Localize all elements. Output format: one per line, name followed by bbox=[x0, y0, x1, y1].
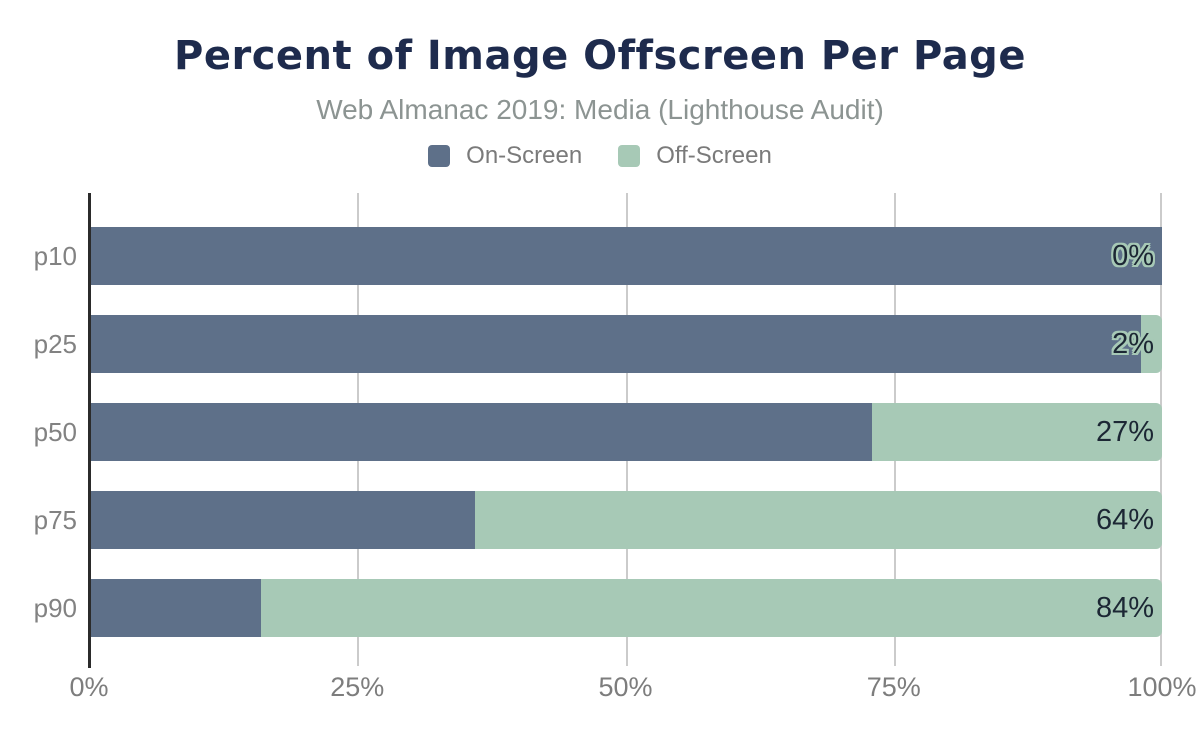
y-tick-label-p10: p10 bbox=[33, 241, 77, 271]
plot-bars: 0% 2% 27% 64% 84% bbox=[89, 193, 1162, 637]
bar-value-label: 0% bbox=[1112, 240, 1154, 272]
x-tick-label: 50% bbox=[598, 672, 653, 702]
y-tick-label-p25: p25 bbox=[33, 329, 77, 359]
bar-row-p25: 2% bbox=[89, 315, 1162, 373]
bar-row-p75: 64% bbox=[89, 491, 1162, 549]
y-tick-label-p90: p90 bbox=[33, 593, 77, 623]
bar-segment-onscreen bbox=[89, 403, 873, 461]
y-tick-label-p75: p75 bbox=[33, 505, 77, 535]
bar-segment-onscreen bbox=[89, 227, 1162, 285]
bar-segment-onscreen bbox=[89, 315, 1141, 373]
onscreen-swatch-icon bbox=[428, 145, 451, 167]
bar-value-label: 27% bbox=[1095, 416, 1154, 448]
legend-item-onscreen: On-Screen bbox=[428, 142, 582, 170]
tick-25% bbox=[357, 637, 360, 666]
bar-value-label: 84% bbox=[1095, 592, 1154, 624]
legend-label-offscreen: Off-Screen bbox=[656, 142, 772, 169]
legend: On-Screen Off-Screen bbox=[0, 142, 1200, 170]
bar-segment-offscreen bbox=[89, 579, 1162, 637]
x-tick-label: 75% bbox=[866, 672, 921, 702]
legend-label-onscreen: On-Screen bbox=[466, 142, 583, 169]
bar-segment-onscreen bbox=[89, 491, 476, 549]
tick-50% bbox=[625, 637, 628, 666]
bar-row-p90: 84% bbox=[89, 579, 1162, 637]
x-tick-label: 100% bbox=[1127, 672, 1197, 702]
legend-item-offscreen: Off-Screen bbox=[618, 142, 772, 170]
tick-100% bbox=[1160, 637, 1162, 666]
bar-value-label: 2% bbox=[1112, 328, 1154, 360]
bar-segment-onscreen bbox=[89, 579, 261, 637]
y-axis-line bbox=[88, 193, 91, 668]
bar-row-p50: 27% bbox=[89, 403, 1162, 461]
tick-75% bbox=[893, 637, 896, 666]
bar-value-label: 64% bbox=[1095, 504, 1154, 536]
bar-row-p10: 0% bbox=[89, 227, 1162, 285]
y-tick-label-p50: p50 bbox=[33, 417, 77, 447]
offscreen-swatch-icon bbox=[618, 145, 641, 167]
chart-subtitle: Web Almanac 2019: Media (Lighthouse Audi… bbox=[316, 94, 884, 125]
x-tick-label: 25% bbox=[330, 672, 385, 702]
x-tick-label: 0% bbox=[69, 672, 109, 702]
chart-title: Percent of Image Offscreen Per Page bbox=[174, 33, 1026, 79]
